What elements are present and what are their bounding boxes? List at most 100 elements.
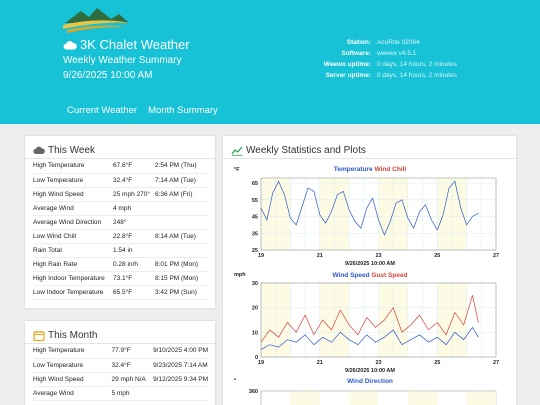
stat-row: Low Wind Chill 22.8°F 8:14 AM (Tue)	[33, 229, 208, 244]
y-tick-label: 25	[252, 248, 258, 254]
header-banner: 3K Chalet Weather Weekly Weather Summary…	[0, 0, 540, 124]
series-line-temperature	[260, 180, 479, 236]
site-title: 3K Chalet Weather	[80, 37, 190, 52]
temperature-plot-date: 9/26/2025 10:00 AM	[345, 261, 395, 267]
stat-label: Average Wind Direction	[33, 215, 113, 230]
stat-time: 9/23/2025 7:14 AM	[153, 358, 208, 373]
stat-row: Low Indoor Temperature 65.5°F 3:42 PM (Sun…	[33, 285, 208, 300]
temperature-plot: Temperature Wind Chill °F 25 35 45 55 65 19 21…	[231, 164, 509, 267]
stat-row: High Indoor Temperature 73.1°F 8:15 PM (Mo…	[33, 271, 208, 286]
y-tick-label: 55	[252, 198, 258, 204]
stat-row: High Wind Speed 25 mph 270° 6:36 AM (Fri)	[33, 187, 208, 202]
x-tick-label: 19	[258, 253, 264, 259]
stat-value: 4 mph	[113, 201, 155, 216]
stat-label: High Rain Rate	[33, 257, 113, 272]
stat-time	[153, 386, 208, 401]
wind-direction-unit-icon: •	[234, 377, 236, 383]
stat-label: High Temperature	[33, 159, 113, 174]
stat-time: 8:14 AM (Tue)	[155, 229, 208, 244]
stat-row: Rain Total 1.54 in	[33, 243, 208, 258]
temperature-unit: °F	[234, 167, 240, 173]
this-month-title: This Month	[48, 330, 98, 341]
stat-value: 248°	[113, 215, 155, 230]
this-week-header: This Week	[25, 136, 215, 159]
stat-row: Low Temperature 32.4°F 9/23/2025 7:14 AM	[33, 358, 208, 373]
top-nav: Current Weather Month Summary	[67, 105, 218, 116]
weewx-uptime-row: Weewx uptime: 0 days, 14 hours, 2 minutes	[323, 61, 457, 68]
station-info: Station: AcuRite 02064 Software: weewx v4.…	[300, 37, 457, 81]
this-month-table: High Temperature 77.9°F 9/10/2025 4:00 PM L…	[33, 344, 208, 401]
y-tick-label: 360	[249, 389, 258, 395]
wind-speed-chart: 0 10 20 30 19 21 23 25 27	[252, 281, 499, 366]
this-month-card: This Month High Temperature 77.9°F 9/10/20…	[25, 321, 215, 405]
stat-label: Low Indoor Temperature	[33, 285, 113, 300]
wind-plot-date: 9/26/2025 10:00 AM	[345, 368, 395, 374]
wind-unit: mph	[234, 272, 246, 278]
wind-direction-title: Wind Direction	[347, 378, 393, 385]
day-band	[290, 391, 320, 405]
stat-value: 77.9°F	[111, 344, 154, 359]
plot-frame	[260, 282, 497, 358]
stat-time: 8:01 PM (Mon)	[155, 257, 208, 272]
x-tick-label: 21	[317, 360, 323, 366]
stat-label: High Wind Speed	[33, 372, 112, 387]
y-tick-label: 10	[252, 330, 258, 336]
x-tick-label: 25	[434, 253, 440, 259]
plots-title: Weekly Statistics and Plots	[246, 145, 366, 156]
stat-row: High Rain Rate 0.28 in/h 8:01 PM (Mon)	[33, 257, 208, 272]
stat-value: 25 mph 270°	[113, 187, 155, 202]
page-subtitle: Weekly Weather Summary	[63, 55, 182, 66]
weekly-plots-card: Weekly Statistics and Plots Temperature …	[223, 136, 516, 405]
station-row: Station: AcuRite 02064	[346, 39, 420, 46]
this-week-title: This Week	[48, 145, 96, 156]
wind-plot-title: Wind Speed Gust Speed	[332, 272, 408, 279]
stat-value: 32.4°F	[111, 358, 154, 373]
y-tick-label: 0	[255, 355, 258, 361]
x-tick-label: 27	[493, 360, 499, 366]
nav-current-weather[interactable]: Current Weather	[67, 105, 138, 116]
stat-label: Low Temperature	[33, 173, 113, 188]
stat-value: 5 mph	[111, 386, 154, 401]
stat-row: Low Temperature 32.4°F 7:14 AM (Tue)	[33, 173, 208, 188]
stat-label: Average Wind	[33, 201, 113, 216]
stat-label: Rain Total	[33, 243, 113, 258]
stat-value: 67.6°F	[113, 159, 155, 174]
x-tick-label: 27	[493, 253, 499, 259]
x-tick-label: 19	[258, 360, 264, 366]
stat-time: 7:14 AM (Tue)	[155, 173, 208, 188]
stat-time: 9/10/2025 4:00 PM	[153, 344, 208, 359]
stat-row: High Wind Speed 29 mph N/A 9/12/2025 9:34 …	[33, 372, 208, 387]
report-datetime: 9/26/2025 10:00 AM	[63, 70, 153, 81]
stat-value: 32.4°F	[113, 173, 155, 188]
wind-direction-plot: Wind Direction • 360	[231, 377, 509, 405]
stat-time: 9/12/2025 9:34 PM	[153, 372, 208, 387]
nav-month-summary[interactable]: Month Summary	[148, 105, 218, 116]
calendar-icon	[33, 330, 45, 341]
stat-label: High Temperature	[33, 344, 112, 359]
line-chart-icon	[231, 146, 243, 156]
y-tick-label: 65	[252, 181, 258, 187]
stat-value: 73.1°F	[113, 271, 155, 286]
stat-label: Average Wind	[33, 386, 112, 401]
stat-value: 22.8°F	[113, 229, 155, 244]
stat-time	[155, 215, 208, 230]
this-month-header: This Month	[25, 321, 215, 344]
series-line-wind-speed	[260, 326, 479, 350]
temperature-plot-title: Temperature Wind Chill	[333, 166, 407, 173]
y-tick-label: 20	[252, 306, 258, 312]
stat-time: 6:36 AM (Fri)	[155, 187, 208, 202]
y-tick-label: 35	[252, 231, 258, 237]
this-week-table: High Temperature 67.6°F 2:54 PM (Thu) Low T…	[33, 159, 208, 300]
server-uptime-row: Server uptime: 0 days, 14 hours, 2 minute…	[325, 72, 457, 79]
stat-time: 8:15 PM (Mon)	[155, 271, 208, 286]
day-band	[349, 391, 379, 405]
stat-label: High Indoor Temperature	[33, 271, 113, 286]
y-tick-label: 45	[252, 215, 258, 221]
x-tick-label: 23	[375, 253, 381, 259]
x-tick-label: 25	[434, 360, 440, 366]
wind-direction-chart: 360	[249, 389, 497, 405]
plot-frame	[260, 177, 497, 251]
stat-time	[155, 243, 208, 258]
plots-header: Weekly Statistics and Plots	[223, 136, 516, 159]
day-band	[466, 391, 497, 405]
